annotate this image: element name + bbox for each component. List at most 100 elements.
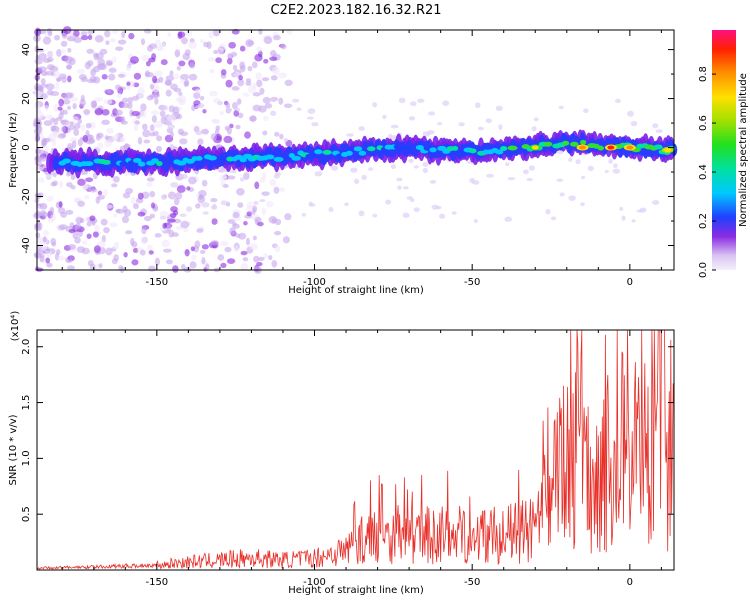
noise-blob xyxy=(77,118,83,124)
colorbar-ticks: 0.0 0.2 0.4 0.6 0.8 xyxy=(698,66,716,278)
noise-blob xyxy=(249,115,257,122)
noise-blob xyxy=(477,126,484,131)
noise-blob xyxy=(60,40,68,47)
noise-blob xyxy=(36,244,44,252)
noise-blob xyxy=(169,70,174,77)
y-tick-label: 1.0 xyxy=(21,450,32,466)
ridge-core xyxy=(393,144,402,150)
figure-title: C2E2.2023.182.16.32.R21 xyxy=(270,3,441,18)
noise-blob xyxy=(278,187,286,192)
ridge-core xyxy=(653,144,663,150)
noise-blob xyxy=(117,39,127,45)
noise-blob xyxy=(149,190,156,198)
noise-blob xyxy=(247,40,255,46)
noise-blob xyxy=(55,249,61,255)
noise-blob xyxy=(70,174,76,181)
noise-blob xyxy=(556,178,564,182)
noise-blob xyxy=(200,129,210,135)
noise-blob xyxy=(178,91,183,97)
noise-blob xyxy=(58,224,68,230)
noise-blob xyxy=(180,173,188,180)
ridge-core xyxy=(314,149,323,155)
noise-blob xyxy=(226,107,233,113)
ridge-core xyxy=(597,145,605,151)
noise-blob xyxy=(123,251,128,258)
noise-blob xyxy=(210,133,217,141)
noise-blob xyxy=(83,109,91,115)
noise-blob xyxy=(60,119,67,124)
noise-blob xyxy=(82,134,89,143)
noise-blob xyxy=(296,107,302,111)
noise-blob xyxy=(73,128,80,136)
noise-blob xyxy=(181,264,186,270)
noise-blob xyxy=(94,107,104,116)
noise-blob xyxy=(167,124,176,130)
noise-blob xyxy=(34,28,42,36)
noise-blob xyxy=(243,172,250,180)
noise-blob xyxy=(49,206,55,214)
noise-blob xyxy=(179,138,188,145)
snr-panel: -150 -100 -50 0 0.5 1.0 1.5 2.0 Height of stra… xyxy=(8,311,675,596)
noise-blob xyxy=(36,236,43,244)
noise-blob xyxy=(247,65,253,72)
noise-blob xyxy=(402,186,409,190)
noise-blob xyxy=(48,31,53,37)
y-tick-label: -40 xyxy=(21,237,32,253)
noise-blob xyxy=(170,206,178,213)
noise-blob xyxy=(59,73,67,80)
noise-blob xyxy=(612,168,621,174)
ridge-peak xyxy=(626,145,634,150)
noise-blob xyxy=(485,118,493,124)
ridge-core xyxy=(580,139,587,145)
noise-blob xyxy=(137,211,146,217)
noise-blob xyxy=(56,77,61,83)
noise-blob xyxy=(523,169,529,175)
noise-blob xyxy=(398,97,406,104)
y-tick-label: 2.0 xyxy=(21,339,32,355)
noise-blob xyxy=(307,108,316,115)
spectrogram-y-axis: 40 20 0 -20 -40 xyxy=(21,43,674,271)
noise-blob xyxy=(146,244,153,252)
noise-blob xyxy=(108,67,117,73)
noise-blob xyxy=(220,200,228,206)
noise-blob xyxy=(226,126,232,135)
noise-blob xyxy=(183,227,189,233)
noise-blob xyxy=(93,245,101,254)
noise-blob xyxy=(159,110,166,118)
noise-blob xyxy=(652,123,659,129)
x-tick-label: -100 xyxy=(303,277,326,288)
colorbar-tick-label: 0.2 xyxy=(698,213,709,229)
noise-blob xyxy=(80,31,88,36)
noise-blob xyxy=(126,81,131,86)
noise-blob xyxy=(253,255,260,263)
noise-blob xyxy=(215,57,222,64)
noise-blob xyxy=(89,215,96,222)
noise-blob xyxy=(531,126,537,132)
noise-blob xyxy=(201,179,208,187)
colorbar-tick-label: 0.8 xyxy=(698,66,709,82)
noise-blob xyxy=(170,212,177,219)
noise-blob xyxy=(125,64,132,72)
noise-blob xyxy=(604,170,609,174)
noise-blob xyxy=(270,110,277,117)
noise-blob xyxy=(65,209,74,215)
noise-blob xyxy=(161,239,170,248)
noise-blob xyxy=(178,60,186,67)
noise-blob xyxy=(580,202,585,207)
noise-blob xyxy=(242,92,250,97)
noise-blob xyxy=(235,124,241,130)
noise-blob xyxy=(431,204,439,210)
noise-blob xyxy=(137,192,144,200)
noise-blob xyxy=(152,75,158,84)
noise-blob xyxy=(270,75,278,81)
noise-blob xyxy=(101,119,111,126)
noise-blob xyxy=(130,237,135,246)
noise-blob xyxy=(269,178,277,187)
noise-blob xyxy=(44,104,49,112)
noise-blob xyxy=(97,190,103,196)
noise-blob xyxy=(44,250,52,257)
noise-blob xyxy=(179,213,187,217)
noise-blob xyxy=(46,195,54,202)
noise-blob xyxy=(142,129,151,138)
noise-blob xyxy=(67,105,72,111)
